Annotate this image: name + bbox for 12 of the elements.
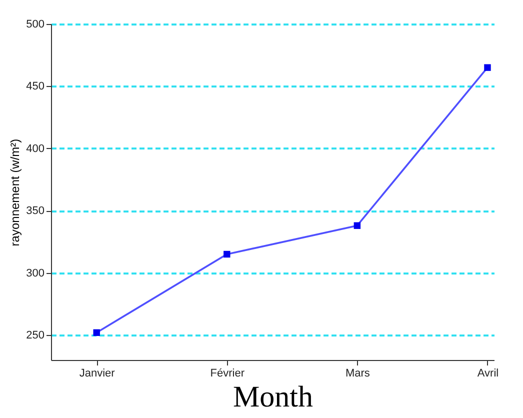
y-tick-label: 250 [26,330,44,342]
x-tick-label: Mars [345,368,370,380]
x-tick-label: Février [210,368,245,380]
x-tick-label: Avril [477,368,499,380]
x-tick-label: Janvier [79,368,116,380]
y-tick-label: 300 [26,267,44,280]
y-tick-label: 500 [26,18,44,30]
y-axis-title: rayonnement (w/m²) [8,138,22,246]
y-tick-label: 450 [26,80,44,93]
y-tick-label: 350 [26,205,44,218]
x-axis-title: Month [232,380,314,414]
y-tick-label: 400 [26,142,44,155]
